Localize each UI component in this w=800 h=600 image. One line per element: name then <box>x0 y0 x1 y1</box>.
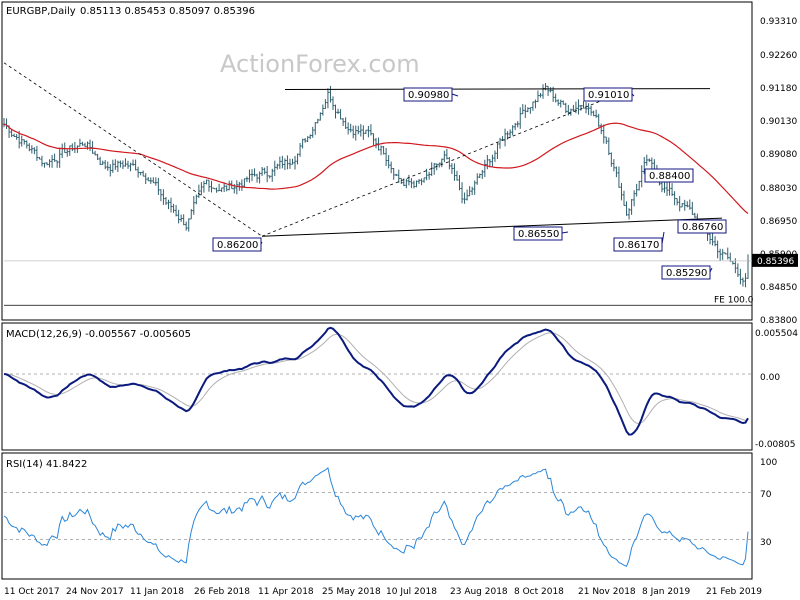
price-tick-label: 0.89080 <box>760 150 797 160</box>
price-label-text: 0.88400 <box>649 171 690 182</box>
price-label-0.90980: 0.90980 <box>403 87 459 102</box>
x-tick-label: 10 Jul 2018 <box>386 587 437 597</box>
price-label-0.88400: 0.88400 <box>644 168 694 183</box>
x-tick-label: 23 Aug 2018 <box>450 587 508 597</box>
price-tick-label: 0.86950 <box>760 217 797 227</box>
price-label-text: 0.85290 <box>666 268 707 279</box>
moving-average-line <box>3 122 749 214</box>
x-tick-label: 24 Nov 2017 <box>66 587 124 597</box>
dashed-trendline-down <box>3 62 263 237</box>
price-annotations: FE 100.0 0.90980 0.91010 0.88400 0.86760 0.86… <box>3 62 798 306</box>
rsi-title: RSI(14) 41.8422 <box>6 459 87 470</box>
price-label-box <box>644 168 694 183</box>
price-ohlc: 0.85113 0.85453 0.85097 0.85396 <box>80 6 255 17</box>
price-label-text: 0.86760 <box>682 222 723 233</box>
x-tick-label: 11 Jan 2018 <box>130 587 184 597</box>
price-label-box <box>403 87 453 102</box>
macd-line <box>3 326 749 436</box>
macd-tick-label: 0.005504 <box>755 329 798 339</box>
price-label-0.86170: 0.86170 <box>613 231 665 252</box>
macd-signal-line <box>3 332 749 424</box>
price-label-0.86200: 0.86200 <box>212 237 263 252</box>
price-label-box <box>583 87 633 102</box>
x-tick-label: 8 Oct 2018 <box>514 587 564 597</box>
price-label-text: 0.86200 <box>217 240 258 251</box>
price-tick-label: 0.91180 <box>760 84 797 94</box>
x-tick-label: 11 Apr 2018 <box>258 587 314 597</box>
dashed-trendline-up <box>261 88 633 237</box>
macd-title: MACD(12,26,9) -0.005567 -0.005605 <box>6 329 191 340</box>
macd-y-axis: 0.005504 0.00 -0.00805 <box>755 329 798 450</box>
price-tick-label: 0.92260 <box>760 51 797 61</box>
rsi-tick-label: 100 <box>760 458 777 468</box>
price-panel-frame <box>1 1 753 321</box>
rsi-plot <box>3 466 752 567</box>
price-tick-label: 0.90130 <box>760 117 797 127</box>
x-tick-label: 25 May 2018 <box>322 587 381 597</box>
rsi-panel-frame <box>1 452 753 580</box>
macd-tick-label: 0.00 <box>760 373 780 383</box>
price-label-box <box>677 219 727 234</box>
macd-panel-frame <box>1 322 753 451</box>
x-tick-label: 8 Jan 2019 <box>642 587 690 597</box>
x-tick-label: 26 Feb 2018 <box>194 587 250 597</box>
price-tick-label: 0.88030 <box>760 184 797 194</box>
macd-tick-label: -0.00805 <box>755 440 795 450</box>
price-label-0.91010: 0.91010 <box>583 87 635 102</box>
rsi-y-axis: 100 70 30 <box>760 458 777 548</box>
price-label-0.86760: 0.86760 <box>677 219 727 234</box>
price-label-text: 0.90980 <box>408 90 449 101</box>
resistance-trendline <box>284 88 711 90</box>
x-tick-label: 11 Oct 2017 <box>4 587 60 597</box>
price-tick-label: 0.83800 <box>760 316 797 326</box>
price-label-box <box>513 226 563 241</box>
price-plot <box>2 83 750 288</box>
support-trendline <box>261 217 723 237</box>
price-tick-label: 0.84850 <box>760 283 797 293</box>
watermark: ActionForex.com <box>220 50 420 78</box>
price-label-box <box>212 237 262 252</box>
price-label-text: 0.86550 <box>518 229 559 240</box>
price-label-0.86550: 0.86550 <box>513 226 569 241</box>
last-price-tag-text: 0.85396 <box>757 257 794 267</box>
price-label-text: 0.86170 <box>618 240 659 251</box>
x-tick-label: 21 Nov 2018 <box>578 587 636 597</box>
price-panel-title: EURGBP,Daily <box>6 6 76 17</box>
x-axis: 11 Oct 2017 24 Nov 2017 11 Jan 2018 26 F… <box>4 587 762 597</box>
rsi-tick-label: 70 <box>760 490 772 500</box>
price-label-0.85290: 0.85290 <box>661 265 713 280</box>
price-label-box <box>613 237 663 252</box>
price-label-box <box>661 265 711 280</box>
last-price-tag <box>752 253 798 267</box>
rsi-tick-label: 30 <box>760 538 772 548</box>
x-tick-label: 21 Feb 2019 <box>706 587 762 597</box>
price-label-text: 0.91010 <box>588 90 629 101</box>
rsi-line <box>3 466 749 567</box>
price-label-leader <box>561 231 569 234</box>
price-label-leader <box>451 93 459 97</box>
macd-plot <box>3 326 752 436</box>
price-y-axis: 0.93310 0.92260 0.91180 0.90130 0.89080 … <box>760 17 797 326</box>
price-tick-label: 0.93310 <box>760 17 797 27</box>
fe-100-label: FE 100.0 <box>714 295 754 305</box>
